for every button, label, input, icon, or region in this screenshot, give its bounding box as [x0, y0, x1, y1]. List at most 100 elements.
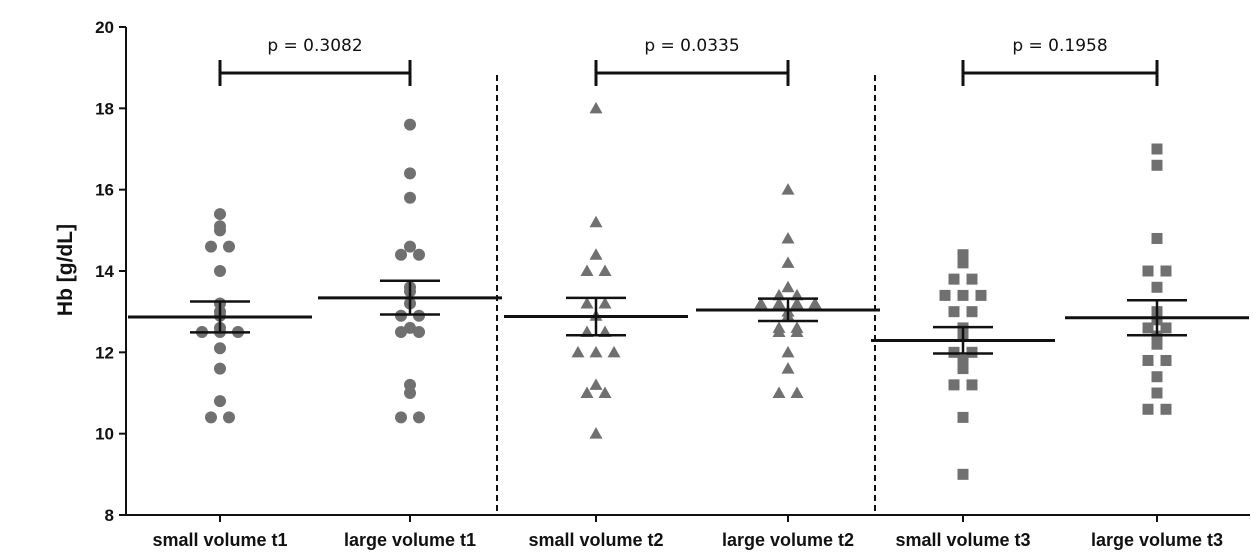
data-point — [939, 289, 951, 301]
data-point — [404, 191, 416, 204]
data-point — [607, 345, 621, 358]
data-point — [781, 183, 795, 195]
x-category-label: small volume t1 — [152, 530, 287, 550]
data-point — [1151, 232, 1163, 244]
y-tick-label: 12 — [95, 343, 114, 362]
data-point — [580, 386, 594, 398]
data-point — [808, 297, 822, 309]
data-point — [957, 289, 969, 301]
data-point — [214, 224, 226, 237]
data-point — [781, 362, 795, 374]
data-point — [404, 321, 416, 334]
data-point — [413, 248, 425, 261]
data-point — [772, 386, 786, 398]
data-point — [223, 411, 235, 424]
data-point — [1151, 387, 1163, 399]
data-point — [413, 411, 425, 424]
data-point — [957, 354, 969, 366]
x-category-label: small volume t3 — [895, 530, 1030, 550]
data-point — [395, 248, 407, 261]
y-tick-label: 10 — [95, 425, 114, 444]
y-tick-label: 18 — [95, 99, 114, 118]
data-point — [589, 345, 603, 358]
data-point — [214, 342, 226, 355]
data-point — [395, 326, 407, 338]
mean-sem-bars — [128, 279, 1249, 355]
p-value-label: p = 0.3082 — [267, 36, 362, 56]
data-point — [790, 386, 804, 398]
y-tick-label: 16 — [95, 181, 114, 200]
data-point — [957, 257, 969, 269]
data-point — [1142, 322, 1154, 334]
data-point — [772, 297, 786, 309]
data-point — [205, 411, 217, 424]
x-category-label: large volume t3 — [1091, 530, 1223, 550]
data-point — [790, 325, 804, 337]
data-point — [948, 273, 960, 285]
data-point — [404, 240, 416, 253]
data-point — [598, 386, 612, 398]
data-point — [966, 379, 978, 391]
data-point — [413, 326, 425, 338]
data-point — [957, 363, 969, 375]
data-points — [196, 101, 1172, 480]
data-point — [957, 468, 969, 480]
data-point — [781, 280, 795, 293]
data-point — [404, 167, 416, 180]
data-point — [957, 411, 969, 423]
data-point — [589, 248, 603, 260]
data-point — [571, 345, 585, 358]
data-point — [754, 297, 768, 309]
data-point — [966, 306, 978, 318]
x-category-label: large volume t2 — [722, 530, 854, 550]
p-value-label: p = 0.1958 — [1012, 36, 1107, 56]
data-point — [395, 411, 407, 424]
data-point — [580, 264, 594, 276]
data-point — [781, 345, 795, 358]
data-point — [1142, 354, 1154, 366]
data-point — [589, 101, 603, 114]
data-point — [1151, 338, 1163, 350]
data-point — [223, 240, 235, 253]
data-point — [781, 231, 795, 244]
data-point — [589, 378, 603, 390]
data-point — [214, 362, 226, 375]
data-point — [404, 387, 416, 399]
data-point — [948, 379, 960, 391]
y-tick-label: 14 — [95, 262, 114, 281]
data-point — [598, 297, 612, 309]
data-point — [1142, 265, 1154, 277]
p-value-label: p = 0.0335 — [644, 36, 739, 56]
data-point — [790, 297, 804, 309]
data-point — [1151, 371, 1163, 383]
y-tick-label: 8 — [105, 506, 114, 525]
data-point — [1151, 281, 1163, 293]
data-point — [598, 264, 612, 276]
data-point — [772, 325, 786, 337]
x-axis-categories: small volume t1 large volume t1 small volu… — [152, 515, 1223, 550]
data-point — [1151, 159, 1163, 171]
data-point — [948, 306, 960, 318]
y-axis-title: Hb [g/dL] — [54, 224, 77, 316]
data-point — [1160, 265, 1172, 277]
x-category-label: large volume t1 — [344, 530, 476, 550]
data-point — [404, 118, 416, 131]
data-point — [589, 215, 603, 228]
data-point — [966, 273, 978, 285]
data-point — [1160, 403, 1172, 415]
x-category-label: small volume t2 — [528, 530, 663, 550]
data-point — [580, 297, 594, 309]
data-point — [1142, 403, 1154, 415]
data-point — [781, 256, 795, 268]
y-tick-label: 20 — [95, 18, 114, 37]
data-point — [1160, 354, 1172, 366]
data-point — [1160, 322, 1172, 334]
data-point — [205, 240, 217, 253]
data-point — [214, 208, 226, 221]
data-point — [589, 427, 603, 439]
data-point — [1151, 143, 1163, 155]
comparison-brackets: p = 0.3082 p = 0.0335 p = 0.1958 — [218, 36, 1159, 86]
data-point — [214, 395, 226, 408]
data-point — [214, 265, 226, 277]
